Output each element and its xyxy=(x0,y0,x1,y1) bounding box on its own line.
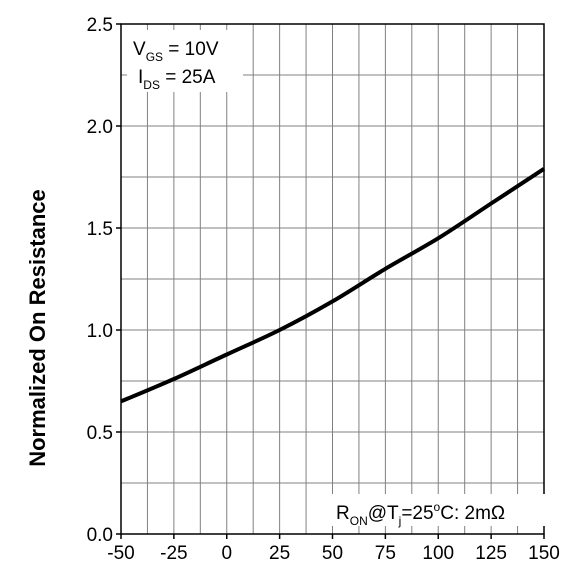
svg-text:VGS = 10V: VGS = 10V xyxy=(133,39,219,64)
x-tick-label: 50 xyxy=(322,543,343,564)
y-tick-label: 1.0 xyxy=(87,321,113,342)
y-tick-label: 0.0 xyxy=(87,525,113,546)
svg-text:RON@Tj=25oC: 2mΩ: RON@Tj=25oC: 2mΩ xyxy=(336,500,505,528)
svg-text:IDS = 25A: IDS = 25A xyxy=(138,67,216,92)
x-tick-label: 125 xyxy=(475,543,507,564)
x-tick-label: 75 xyxy=(375,543,396,564)
axis-ticks xyxy=(116,23,545,539)
x-tick-labels: -50 -25 0 25 50 75 100 125 150 xyxy=(107,543,560,564)
y-tick-label: 0.5 xyxy=(87,423,113,444)
y-axis-label: Normalized On Resistance xyxy=(25,189,50,467)
y-tick-label: 2.5 xyxy=(87,15,113,36)
y-tick-labels: 0.0 0.5 1.0 1.5 2.0 2.5 xyxy=(87,15,113,546)
x-tick-label: 0 xyxy=(221,543,232,564)
x-tick-label: -25 xyxy=(160,543,187,564)
x-tick-label: 100 xyxy=(422,543,454,564)
y-tick-label: 2.0 xyxy=(87,117,113,138)
y-tick-label: 1.5 xyxy=(87,219,113,240)
conditions-annotation: VGS = 10V IDS = 25A xyxy=(127,30,243,92)
grid-lines xyxy=(121,24,544,534)
x-tick-label: -50 xyxy=(107,543,134,564)
series-line xyxy=(120,167,546,404)
ron-annotation: RON@Tj=25oC: 2mΩ xyxy=(330,494,545,528)
x-tick-label: 25 xyxy=(269,543,290,564)
x-tick-label: 150 xyxy=(528,543,560,564)
